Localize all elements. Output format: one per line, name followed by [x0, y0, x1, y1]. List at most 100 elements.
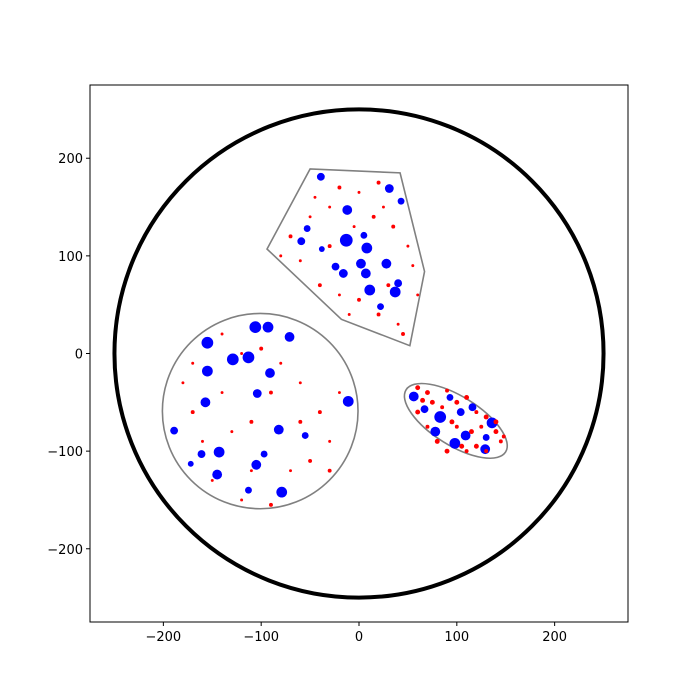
y-tick-label: 200 [58, 152, 83, 167]
container-polygon [266, 168, 426, 347]
packed-circle [339, 233, 353, 247]
packed-circle [273, 424, 284, 435]
packed-circle [316, 172, 325, 181]
packed-circle [493, 419, 499, 425]
packed-circle [279, 254, 283, 258]
packed-circle [342, 205, 353, 215]
packed-circle [360, 231, 368, 239]
packed-circle [328, 439, 332, 443]
packed-circle [259, 346, 264, 351]
packed-circle [429, 399, 435, 405]
x-tick-label: 200 [542, 630, 567, 645]
container-circle [112, 107, 606, 600]
packed-circle [187, 460, 194, 467]
packed-circle [220, 332, 224, 336]
packed-circle [298, 419, 303, 424]
packed-circle [376, 312, 381, 317]
packed-circle [338, 269, 348, 278]
container-ellipse [403, 382, 509, 460]
x-tick-label: 0 [355, 630, 363, 645]
packed-circle [460, 430, 471, 441]
packed-circle [252, 389, 262, 398]
y-tick-label: 0 [75, 348, 83, 363]
packed-circle [464, 394, 470, 400]
packed-circle [360, 268, 371, 279]
packed-circle [484, 449, 489, 454]
container-circle [161, 312, 359, 510]
packed-circle [240, 352, 244, 355]
packed-circle [327, 244, 332, 249]
packed-circle [269, 390, 273, 395]
packed-circle [210, 478, 214, 482]
packed-circle [454, 424, 459, 429]
packed-circle [434, 411, 447, 423]
packed-circle [337, 293, 341, 297]
packed-circle [308, 458, 313, 463]
packed-circle [298, 381, 302, 385]
packed-circle [298, 259, 302, 263]
packed-circle [328, 205, 332, 209]
packed-circle [408, 391, 419, 402]
packed-circle [420, 405, 429, 414]
packed-circle [501, 434, 506, 439]
packed-circle [331, 262, 340, 271]
packed-circle [251, 459, 262, 470]
packed-circle [301, 432, 309, 439]
y-tick-label: −100 [47, 445, 83, 460]
packed-circle [434, 438, 440, 444]
packed-circle [317, 410, 322, 415]
packed-circle [191, 361, 195, 365]
packed-circle [483, 414, 489, 420]
packed-circle [361, 242, 373, 254]
packed-circle [357, 190, 361, 194]
packed-circle [313, 195, 317, 199]
packed-circle [249, 419, 254, 424]
packed-circle [473, 443, 479, 449]
packed-circle [479, 424, 484, 429]
packed-circle [212, 469, 223, 480]
x-tick-label: 100 [444, 630, 469, 645]
packed-circle [289, 469, 292, 473]
packed-circle [337, 391, 341, 395]
packed-circle [317, 283, 322, 288]
packed-circle [190, 410, 195, 415]
packed-circle [425, 390, 430, 395]
packed-circle [226, 353, 239, 366]
packed-circle [397, 197, 405, 205]
packed-circle [352, 225, 356, 229]
packed-circle [181, 381, 185, 385]
y-tick-label: −200 [47, 543, 83, 558]
packed-circle [371, 214, 376, 219]
packed-circle [245, 486, 252, 494]
packed-circle [376, 180, 381, 185]
packed-circle [411, 264, 415, 268]
packed-circle [213, 446, 225, 458]
packed-circle [279, 361, 283, 365]
packed-circle [394, 279, 403, 288]
packed-circle [381, 258, 392, 269]
packed-circle [284, 332, 295, 342]
packed-circle [469, 429, 474, 435]
packed-circle [446, 394, 454, 401]
packed-circle [456, 408, 465, 416]
packed-circle [449, 419, 455, 425]
packed-circle [337, 185, 342, 190]
packed-circle [269, 502, 273, 507]
packed-circle [464, 449, 469, 454]
packed-circle [260, 450, 268, 458]
packed-circle [249, 469, 253, 473]
packed-circle [482, 434, 490, 441]
x-tick-label: −100 [243, 630, 279, 645]
packed-circle [449, 437, 461, 449]
packed-circle [318, 246, 325, 252]
packed-circle [444, 448, 450, 454]
x-tick-label: −200 [146, 630, 182, 645]
packed-circle [356, 258, 366, 269]
packed-circle [498, 439, 503, 444]
packed-circle [420, 397, 426, 403]
packed-circle [242, 351, 255, 364]
packed-circle [416, 293, 420, 297]
packed-circle [459, 443, 465, 449]
packed-circle [249, 321, 262, 334]
packed-circle [276, 486, 288, 498]
